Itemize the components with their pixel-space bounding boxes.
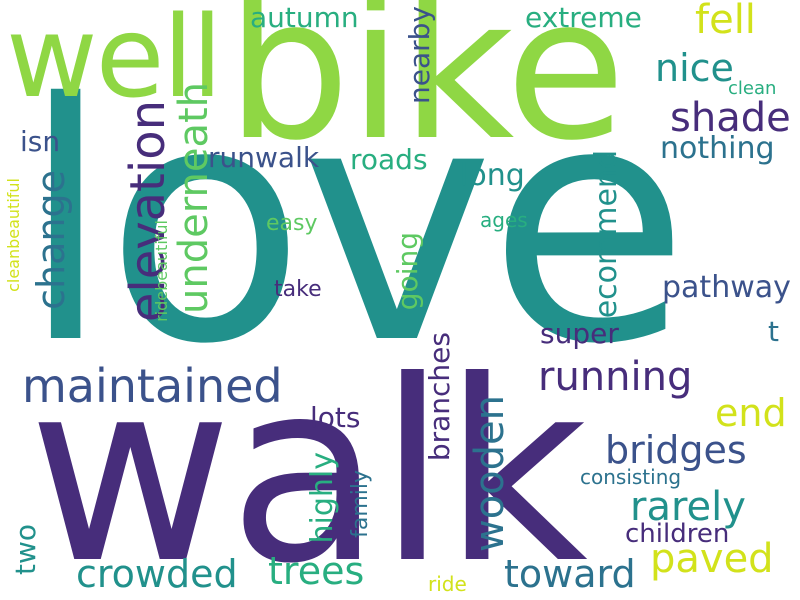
word-running: running <box>538 354 693 400</box>
word-t: t <box>768 315 779 348</box>
word-pathway: pathway <box>662 270 791 305</box>
word-nearby: nearby <box>403 6 436 104</box>
word-end: end <box>715 391 787 435</box>
word-well: well <box>6 0 223 123</box>
word-bike: bike <box>226 0 626 184</box>
word-shade: shade <box>670 95 791 141</box>
word-love: love <box>20 35 690 416</box>
word-two: two <box>9 524 42 576</box>
word-wooden: wooden <box>467 395 513 553</box>
word-long: long <box>460 158 525 193</box>
word-consisting: consisting <box>580 465 682 489</box>
word-recommend: recommend <box>589 150 624 330</box>
word-going: going <box>391 232 424 311</box>
word-maintained: maintained <box>22 359 283 413</box>
word-extreme: extreme <box>525 1 642 34</box>
word-ages: ages <box>480 208 528 232</box>
word-crowded: crowded <box>76 552 238 596</box>
word-take: take <box>274 277 322 302</box>
word-fell: fell <box>695 0 756 43</box>
word-ridebeautiful: ridebeautiful <box>152 220 171 322</box>
word-autumn: autumn <box>250 1 359 34</box>
word-lots: lots <box>310 401 361 434</box>
word-paved: paved <box>650 536 774 582</box>
word-walk: walk <box>28 327 588 600</box>
word-nice: nice <box>655 46 734 90</box>
word-change: change <box>29 170 73 310</box>
word-children: children <box>625 519 730 549</box>
word-roads: roads <box>350 143 428 176</box>
word-branches: branches <box>423 332 456 462</box>
word-family: family <box>348 470 373 538</box>
word-toward: toward <box>504 552 636 596</box>
word-clean: clean <box>728 78 777 99</box>
word-trees: trees <box>268 549 365 593</box>
word-underneath: underneath <box>171 82 217 314</box>
word-ride: ride <box>428 572 467 596</box>
word-super: super <box>540 317 619 350</box>
word-cleanbeautiful: cleanbeautiful <box>4 178 23 292</box>
word-bridges: bridges <box>605 428 747 472</box>
word-highly: highly <box>305 452 340 544</box>
word-nothing: nothing <box>660 131 775 166</box>
word-rarely: rarely <box>630 484 746 530</box>
word-easy: easy <box>266 211 318 236</box>
word-runwalk: runwalk <box>208 141 320 174</box>
word-isn: isn <box>20 125 61 158</box>
